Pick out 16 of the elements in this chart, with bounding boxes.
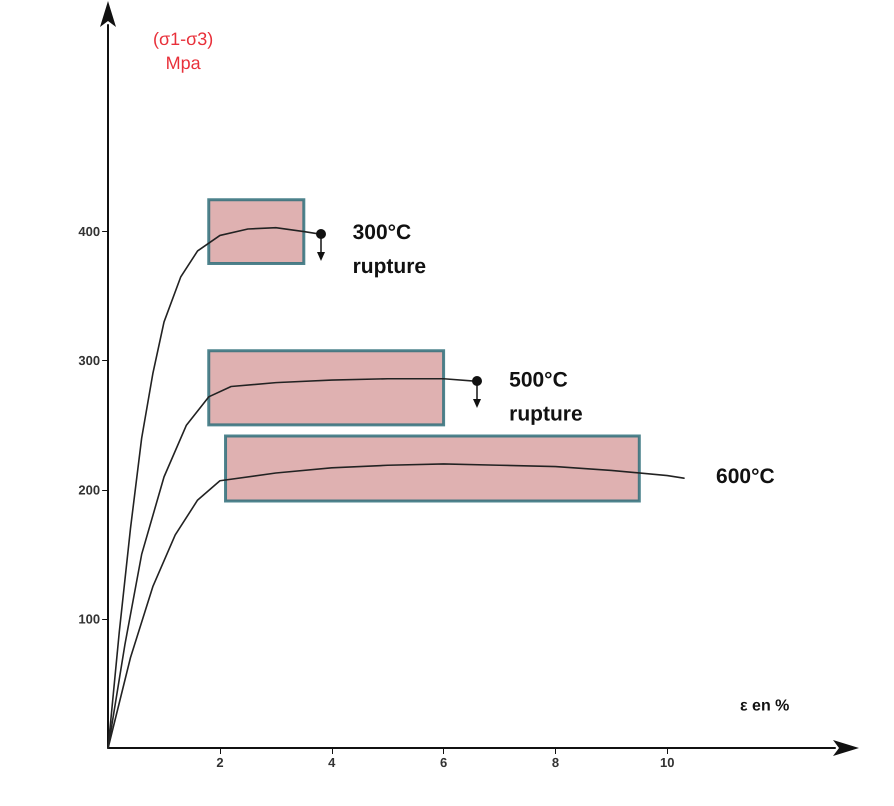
x-tick-label: 10 [660,755,674,770]
x-axis-title: ε en % [740,698,790,714]
x-tick-label: 2 [216,755,224,770]
y-tick-label: 100 [78,611,100,626]
y-axis-title: (σ1-σ3) Mpa [152,29,214,73]
series-label: 500°C [509,368,568,392]
series-label: 600°C [716,465,775,488]
y-tick-label: 400 [78,224,100,240]
annotation: rupture [509,402,583,426]
x-tick-label: 8 [552,755,560,770]
series-label: 300°C [352,221,412,244]
x-tick-label: 6 [440,755,448,770]
x-tick-label: 4 [328,755,336,770]
annotation: rupture [352,255,426,278]
y-tick-label: 300 [78,353,100,368]
y-tick-label: 200 [78,482,100,498]
